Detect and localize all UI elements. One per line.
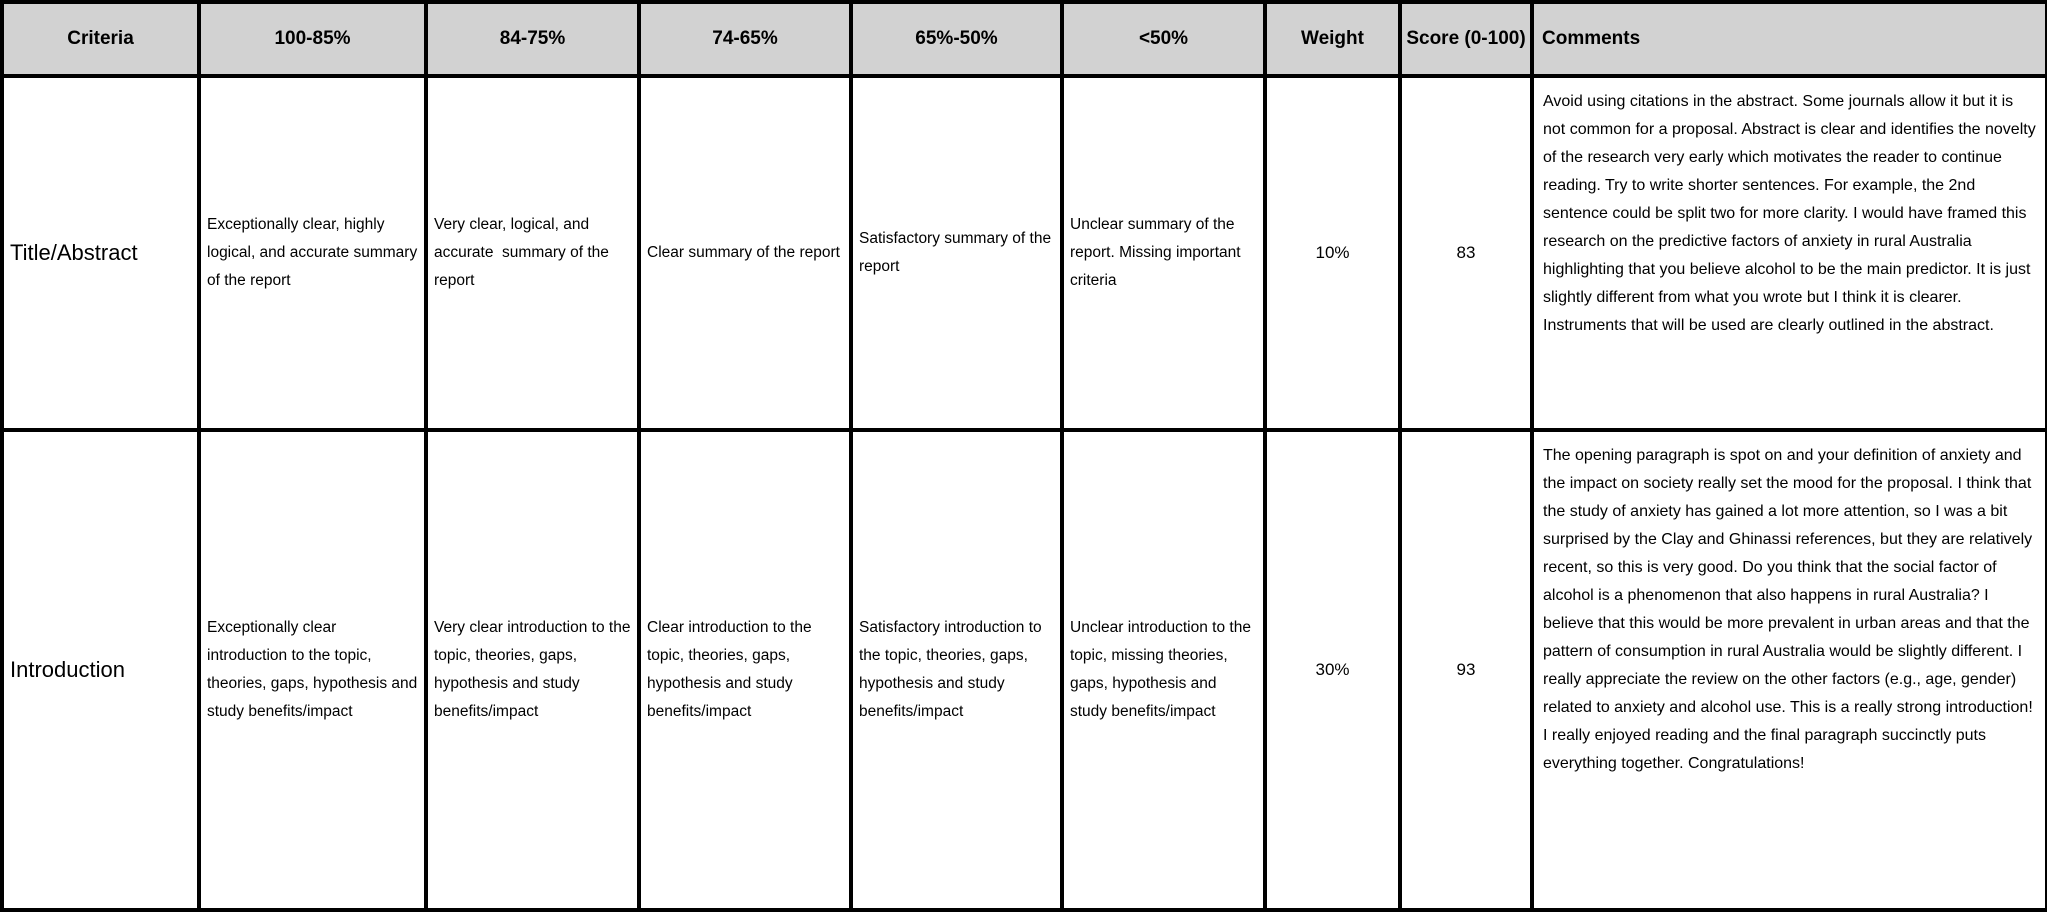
criteria-cell: Title/Abstract — [0, 74, 201, 432]
level-cell-100-85: Exceptionally clear introduction to the … — [197, 427, 428, 913]
level-cell-65-50: Satisfactory introduction to the topic, … — [849, 427, 1064, 913]
criteria-cell: Introduction — [0, 427, 201, 913]
header-comments: Comments — [1530, 0, 2047, 78]
table-row-introduction: Introduction Exceptionally clear introdu… — [0, 427, 2047, 913]
header-band-100-85: 100-85% — [197, 0, 428, 78]
header-band-84-75: 84-75% — [424, 0, 641, 78]
header-band-below-50: <50% — [1060, 0, 1267, 78]
level-cell-below-50: Unclear summary of the report. Missing i… — [1060, 74, 1267, 432]
score-cell: 83 — [1398, 74, 1534, 432]
score-cell: 93 — [1398, 427, 1534, 913]
weight-cell: 10% — [1263, 74, 1402, 432]
level-cell-100-85: Exceptionally clear, highly logical, and… — [197, 74, 428, 432]
level-cell-below-50: Unclear introduction to the topic, missi… — [1060, 427, 1267, 913]
header-row: Criteria 100-85% 84-75% 74-65% 65%-50% <… — [0, 0, 2047, 78]
level-cell-74-65: Clear introduction to the topic, theorie… — [637, 427, 853, 913]
level-cell-84-75: Very clear introduction to the topic, th… — [424, 427, 641, 913]
level-cell-65-50: Satisfactory summary of the report — [849, 74, 1064, 432]
table-row-title-abstract: Title/Abstract Exceptionally clear, high… — [0, 74, 2047, 432]
header-band-74-65: 74-65% — [637, 0, 853, 78]
header-score: Score (0-100) — [1398, 0, 1534, 78]
header-weight: Weight — [1263, 0, 1402, 78]
weight-cell: 30% — [1263, 427, 1402, 913]
level-cell-74-65: Clear summary of the report — [637, 74, 853, 432]
header-criteria: Criteria — [0, 0, 201, 78]
comments-cell: The opening paragraph is spot on and you… — [1530, 427, 2047, 913]
comments-cell: Avoid using citations in the abstract. S… — [1530, 74, 2047, 432]
level-cell-84-75: Very clear, logical, and accurate summar… — [424, 74, 641, 432]
header-band-65-50: 65%-50% — [849, 0, 1064, 78]
